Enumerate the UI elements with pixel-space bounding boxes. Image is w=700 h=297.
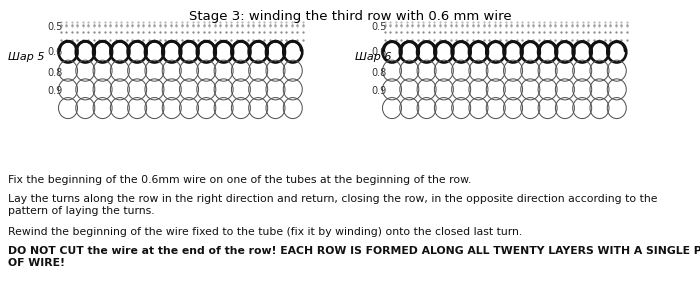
Text: Lay the turns along the row in the right direction and return, closing the row, : Lay the turns along the row in the right… <box>8 194 657 216</box>
Text: 0.6: 0.6 <box>371 47 386 57</box>
Text: Rewind the beginning of the wire fixed to the tube (fix it by winding) onto the : Rewind the beginning of the wire fixed t… <box>8 227 522 237</box>
Text: 0.8: 0.8 <box>47 68 62 78</box>
Text: DO NOT CUT the wire at the end of the row! EACH ROW IS FORMED ALONG ALL TWENTY L: DO NOT CUT the wire at the end of the ro… <box>8 246 700 268</box>
Text: Шар 5: Шар 5 <box>8 52 45 62</box>
Text: 0.9: 0.9 <box>47 86 62 97</box>
Text: 0.9: 0.9 <box>371 86 386 97</box>
Text: Шар 6: Шар 6 <box>355 52 391 62</box>
Text: 0.6: 0.6 <box>47 47 62 57</box>
Text: Stage 3: winding the third row with 0.6 mm wire: Stage 3: winding the third row with 0.6 … <box>189 10 511 23</box>
Text: 0.8: 0.8 <box>371 68 386 78</box>
Text: 0.5: 0.5 <box>47 22 62 32</box>
Text: Fix the beginning of the 0.6mm wire on one of the tubes at the beginning of the : Fix the beginning of the 0.6mm wire on o… <box>8 175 471 185</box>
Text: 0.5: 0.5 <box>371 22 386 32</box>
